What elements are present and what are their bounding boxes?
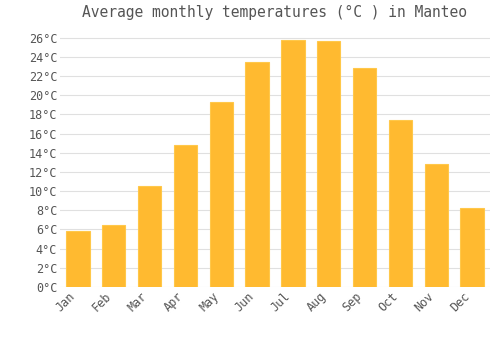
Bar: [317, 41, 340, 287]
Bar: [102, 225, 126, 287]
Bar: [282, 41, 304, 287]
Bar: [460, 208, 483, 287]
Bar: [66, 231, 90, 287]
Bar: [246, 62, 268, 287]
Bar: [138, 186, 161, 287]
Bar: [389, 120, 412, 287]
Bar: [174, 145, 197, 287]
Bar: [424, 164, 448, 287]
Bar: [210, 102, 233, 287]
Title: Average monthly temperatures (°C ) in Manteo: Average monthly temperatures (°C ) in Ma…: [82, 5, 468, 20]
Bar: [353, 68, 376, 287]
